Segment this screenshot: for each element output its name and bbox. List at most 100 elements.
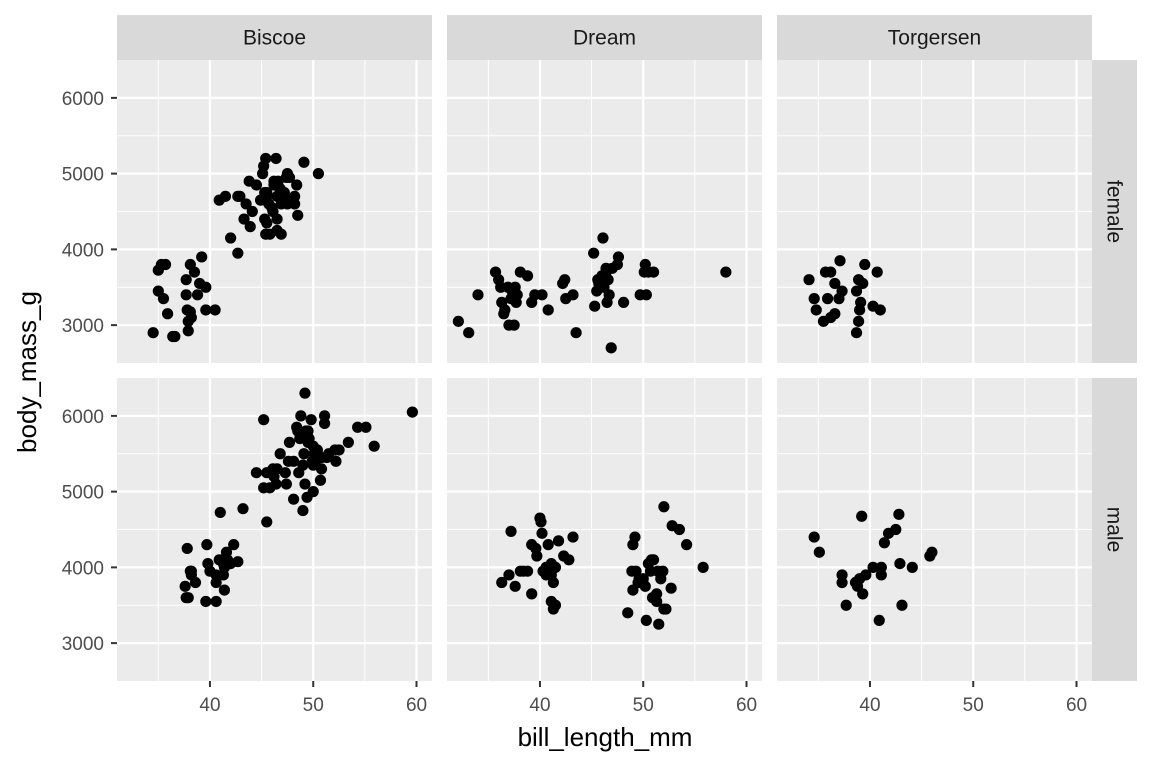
data-point [219,190,232,202]
data-point [271,213,283,225]
x-tick-label: 40 [529,695,550,716]
panel-biscoe-male [117,378,432,681]
data-point [238,213,250,225]
data-point [330,455,342,467]
panel-biscoe-female [117,60,432,363]
data-point [622,607,634,619]
data-point [237,503,249,515]
data-point [521,565,534,577]
data-point [629,531,641,543]
column-strip-label: Torgersen [888,27,981,50]
data-point [307,486,319,498]
data-point [813,546,825,558]
data-point [298,156,310,168]
data-point [209,304,221,316]
axes-layer: 3000 4000 5000 6000 3000 4000 5000 6000 40 50 60 40… [62,89,1087,716]
data-point [867,561,879,573]
x-tick-label: 50 [303,695,324,716]
data-point [260,152,272,165]
data-point [521,270,534,282]
row-strip-label: female [1103,180,1126,243]
data-point [232,556,244,568]
data-point [857,588,869,600]
data-point [312,168,324,180]
panel-dream-female [447,60,762,363]
data-point [836,576,848,589]
y-tick-label: 5000 [62,483,104,504]
data-point [878,537,891,549]
data-point [288,455,300,467]
data-point [189,576,202,589]
data-point [283,171,296,184]
y-axis-title: body_mass_g [12,291,42,453]
data-point [274,448,286,460]
column-strip [117,15,432,60]
data-point [191,289,204,301]
data-point [860,569,872,581]
data-point [259,213,271,225]
data-point [352,421,364,433]
data-point [210,595,222,608]
data-point [472,289,484,301]
data-point [297,459,309,471]
data-point [181,542,193,555]
data-point [547,576,559,589]
data-point [829,277,841,290]
data-point [503,569,515,581]
data-point [509,580,521,592]
data-point [305,414,317,426]
data-point [228,539,240,551]
data-point [232,247,244,259]
data-point [291,179,303,191]
data-point [536,527,548,539]
data-point [258,414,270,426]
data-point [906,561,918,573]
data-point [810,304,822,316]
column-strip [777,15,1092,60]
data-point [157,293,170,305]
data-point [200,595,212,608]
panels-layer [117,60,1092,681]
data-point [840,599,852,611]
data-point [531,550,543,562]
row-strip-label: male [1103,507,1126,553]
data-point [368,440,380,452]
data-point [182,592,194,604]
data-point [275,228,287,240]
data-point [673,523,685,536]
data-point [283,436,296,448]
data-point [658,501,670,513]
data-point [214,506,226,519]
data-point [857,277,869,290]
data-point [280,478,292,490]
y-tick-label: 3000 [62,316,104,337]
data-point [567,531,579,543]
data-point [597,232,609,244]
data-point [179,580,191,592]
column-strip [447,15,762,60]
column-strip-label: Dream [573,27,636,50]
data-point [808,293,820,305]
y-tick-label: 6000 [62,407,104,428]
data-point [873,614,885,627]
strips-layer: Biscoe Dream Torgersen female male [117,15,1137,681]
data-point [200,304,212,316]
data-point [180,289,192,301]
data-point [266,202,278,214]
data-point [244,221,256,233]
data-point [297,504,309,517]
y-tick-label: 3000 [62,634,104,655]
data-point [926,546,938,558]
data-point [463,327,475,339]
data-point [315,463,328,475]
data-point [299,387,311,399]
data-point [803,274,815,286]
data-point [825,266,837,278]
data-point [452,315,464,327]
data-point [647,554,660,566]
x-tick-label: 50 [633,695,654,716]
data-point [549,561,562,573]
x-tick-label: 40 [859,695,880,716]
data-point [657,565,669,577]
